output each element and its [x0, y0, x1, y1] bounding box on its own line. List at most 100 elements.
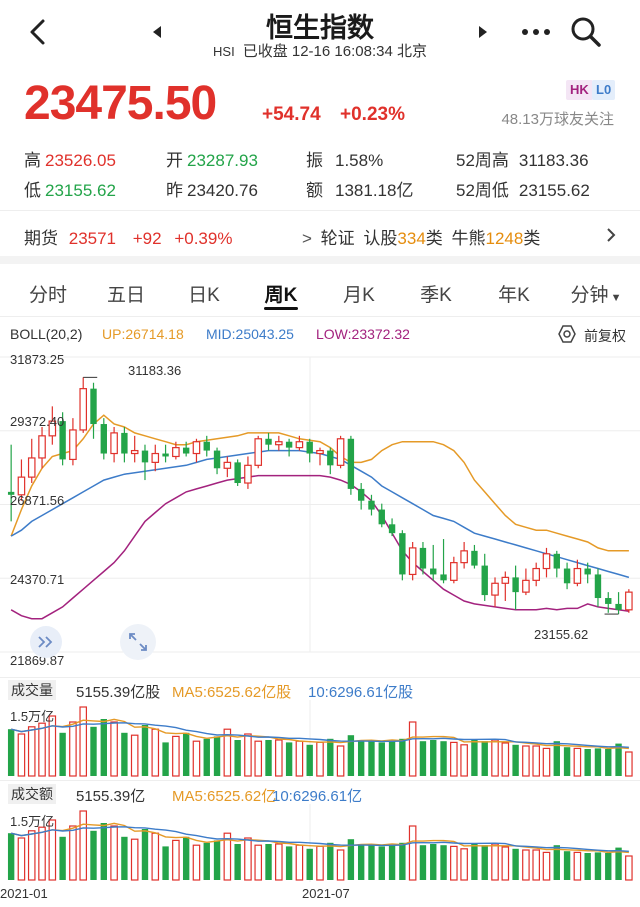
volume-bar — [450, 845, 458, 881]
turnover-label[interactable]: 成交额 — [8, 784, 56, 804]
more-icon[interactable] — [516, 20, 556, 44]
candle-body — [7, 491, 15, 495]
next-index-icon[interactable] — [474, 24, 490, 40]
warrants-link[interactable]: > 轮证 认股334类 牛熊1248类 — [302, 229, 541, 248]
fullscreen-icon[interactable] — [120, 624, 156, 660]
futures-link[interactable]: 期货 23571 +92 +0.39% — [24, 229, 233, 248]
divider — [0, 780, 640, 781]
tab-five-day[interactable]: 五日 — [106, 285, 145, 306]
turnover-chart[interactable] — [0, 804, 640, 882]
volume-bar — [615, 847, 622, 880]
volume-bar — [440, 741, 447, 776]
volume-bar — [481, 845, 488, 880]
volume-bar — [121, 732, 128, 776]
volume-bar — [162, 846, 169, 880]
candle-body — [460, 550, 468, 564]
search-icon[interactable] — [566, 14, 606, 50]
candle-body — [223, 461, 232, 469]
tab-minute[interactable]: 分钟 ▼ — [570, 285, 622, 306]
candle-body — [450, 562, 458, 581]
candle-body — [388, 524, 396, 534]
volume-bar — [615, 743, 622, 776]
prev-index-icon[interactable] — [150, 24, 166, 40]
low-annotation: 23155.62 — [534, 627, 589, 642]
tab-intraday[interactable]: 分时 — [28, 285, 67, 306]
volume-bar — [213, 736, 221, 776]
volume-label[interactable]: 成交量 — [8, 680, 56, 700]
volume-bar — [100, 823, 107, 880]
turnover-ma10: 10:6296.61亿 — [272, 788, 363, 805]
volume-bar — [285, 846, 293, 880]
candle-body — [17, 476, 26, 496]
volume-bar — [213, 840, 221, 880]
volume-bar — [295, 844, 304, 881]
tab-monthly-k[interactable]: 月K — [343, 285, 375, 306]
candle-body — [244, 464, 252, 484]
divider — [0, 210, 640, 211]
candle-body — [399, 533, 406, 575]
volume-chart[interactable] — [0, 700, 640, 778]
candle-body — [408, 547, 417, 576]
candle-body — [265, 438, 272, 445]
tab-yearly-k[interactable]: 年K — [498, 285, 530, 306]
candlestick-chart[interactable] — [0, 345, 640, 675]
volume-bar — [553, 741, 560, 776]
volume-y-max: 1.5万亿 — [10, 709, 55, 724]
volume-bar — [110, 721, 118, 777]
volume-bar — [542, 851, 551, 881]
candle-body — [625, 591, 633, 611]
volume-bar — [285, 742, 293, 776]
volume-bar — [357, 844, 365, 880]
volume-bar — [522, 745, 530, 777]
volume-bar — [553, 845, 560, 880]
volume-bar — [625, 855, 633, 881]
market-status: HSI 已收盘 12-16 16:08:34 北京 — [0, 40, 640, 61]
ma10-line — [10, 826, 629, 852]
volume-bar — [151, 832, 160, 881]
tab-weekly-k[interactable]: 周K — [264, 285, 298, 306]
volume-bar — [223, 728, 232, 777]
volume-bar — [316, 845, 324, 881]
volume-bar — [27, 830, 36, 881]
y-tick-label: 31873.25 — [10, 352, 65, 367]
candle-body — [254, 438, 263, 466]
volume-bar — [265, 844, 272, 880]
volume-bar — [336, 849, 345, 881]
volume-bar — [17, 733, 26, 777]
boll-lower-line — [10, 474, 630, 620]
candle-body — [285, 441, 293, 448]
volume-bar — [234, 740, 241, 776]
divider — [0, 677, 640, 678]
ma10-line — [10, 722, 629, 748]
volume-bar — [79, 810, 88, 881]
stat-high: 高 23526.05 — [24, 151, 116, 170]
volume-bar — [512, 744, 519, 776]
chevron-right-icon[interactable] — [602, 224, 620, 246]
boll-upper-line — [10, 414, 629, 552]
candle-body — [605, 598, 612, 604]
settings-icon[interactable] — [556, 324, 578, 344]
index-code: HSI — [213, 44, 235, 59]
candle-body — [594, 574, 602, 599]
followers-count: 48.13万球友关注 — [501, 111, 614, 128]
candle-body — [347, 438, 355, 489]
candle-body — [430, 568, 437, 575]
volume-bar — [347, 735, 355, 776]
volume-bar — [430, 740, 437, 776]
volume-bar — [130, 838, 139, 881]
adjust-mode[interactable]: 前复权 — [584, 328, 626, 344]
tab-daily-k[interactable]: 日K — [188, 285, 220, 306]
candle-body — [141, 450, 149, 463]
back-icon[interactable] — [22, 14, 54, 50]
indicator-name[interactable]: BOLL(20,2) — [10, 326, 83, 342]
last-price: 23475.50 — [24, 77, 217, 130]
high-annotation: 31183.36 — [128, 363, 182, 378]
tab-quarterly-k[interactable]: 季K — [420, 285, 452, 306]
candle-body — [59, 421, 66, 460]
volume-bar — [532, 745, 540, 777]
x-tick-label: 2021-07 — [302, 886, 350, 901]
volume-bar — [327, 842, 334, 880]
volume-bar — [244, 837, 252, 881]
candle-body — [110, 432, 118, 455]
scroll-back-icon[interactable] — [30, 626, 62, 658]
